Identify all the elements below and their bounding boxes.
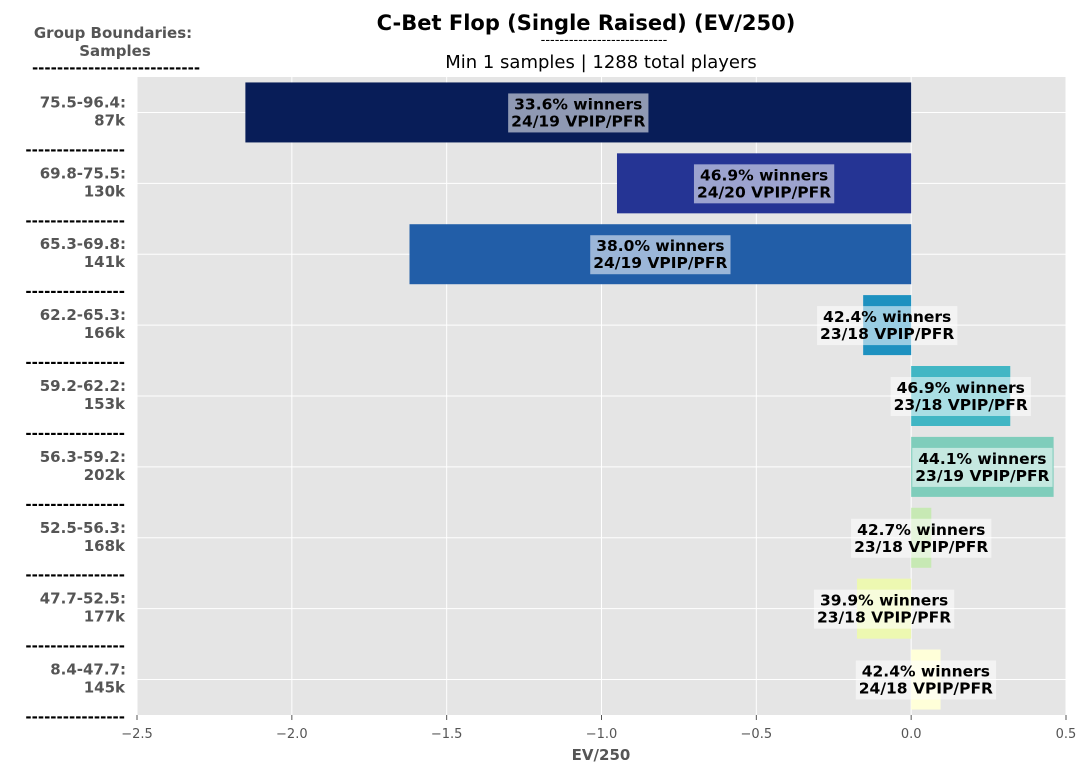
winners-label: 46.9% winners xyxy=(897,379,1025,397)
category-samples-label: 202k xyxy=(84,466,126,484)
y-axis-category-labels: 75.5-96.4:87k----------------69.8-75.5:1… xyxy=(25,93,126,726)
y-axis-title-underline: --------------------------- xyxy=(32,59,200,77)
x-tick-label: −2.0 xyxy=(276,727,308,742)
category-range-label: 65.3-69.8: xyxy=(40,235,126,253)
x-tick-label: −0.5 xyxy=(741,727,773,742)
category-range-label: 56.3-59.2: xyxy=(40,448,126,466)
chart-subtitle: Min 1 samples | 1288 total players xyxy=(445,52,757,73)
annotation-box xyxy=(851,518,992,558)
vpip-pfr-label: 24/18 VPIP/PFR xyxy=(859,680,993,698)
winners-label: 42.7% winners xyxy=(857,521,985,539)
category-range-label: 52.5-56.3: xyxy=(40,519,126,537)
category-separator: ---------------- xyxy=(25,708,125,726)
vpip-pfr-label: 24/19 VPIP/PFR xyxy=(593,254,727,272)
winners-label: 33.6% winners xyxy=(514,95,642,113)
x-axis-ticks: −2.5 −2.0 −1.5 −1.0 −0.5 0.0 0.5 xyxy=(121,715,1076,742)
winners-label: 42.4% winners xyxy=(862,663,990,681)
winners-label: 44.1% winners xyxy=(918,450,1046,468)
category-separator: ---------------- xyxy=(25,566,125,584)
vpip-pfr-label: 23/18 VPIP/PFR xyxy=(820,325,954,343)
annotation-box xyxy=(813,589,955,629)
category-samples-label: 141k xyxy=(84,253,126,271)
annotation-box xyxy=(855,660,997,700)
annotation-box xyxy=(693,164,835,204)
x-tick-label: 0.5 xyxy=(1056,727,1077,742)
category-separator: ---------------- xyxy=(25,212,125,230)
vpip-pfr-label: 24/20 VPIP/PFR xyxy=(697,183,831,201)
winners-label: 42.4% winners xyxy=(823,308,951,326)
category-separator: ---------------- xyxy=(25,495,125,513)
category-separator: ---------------- xyxy=(25,283,125,301)
annotation-box xyxy=(817,306,958,346)
category-range-label: 8.4-47.7: xyxy=(50,661,126,679)
category-samples-label: 177k xyxy=(84,608,126,626)
vpip-pfr-label: 23/19 VPIP/PFR xyxy=(915,467,1049,485)
winners-label: 46.9% winners xyxy=(700,166,828,184)
category-range-label: 59.2-62.2: xyxy=(40,377,126,395)
vpip-pfr-label: 24/19 VPIP/PFR xyxy=(511,112,645,130)
annotation-box xyxy=(508,93,649,133)
y-axis-subtitle: Samples xyxy=(79,42,151,60)
category-separator: ---------------- xyxy=(25,637,125,655)
annotation-box xyxy=(590,235,731,275)
category-range-label: 47.7-52.5: xyxy=(40,590,126,608)
category-separator: ---------------- xyxy=(25,354,125,372)
y-axis-title: Group Boundaries: xyxy=(34,24,192,42)
category-samples-label: 168k xyxy=(84,537,126,555)
category-samples-label: 145k xyxy=(84,679,126,697)
category-range-label: 69.8-75.5: xyxy=(40,164,126,182)
vpip-pfr-label: 23/18 VPIP/PFR xyxy=(817,609,951,627)
annotation-box xyxy=(912,447,1053,487)
category-samples-label: 130k xyxy=(84,182,126,200)
vpip-pfr-label: 23/18 VPIP/PFR xyxy=(854,538,988,556)
vpip-pfr-label: 23/18 VPIP/PFR xyxy=(894,396,1028,414)
x-tick-label: 0.0 xyxy=(901,727,922,742)
category-range-label: 75.5-96.4: xyxy=(40,93,126,111)
category-samples-label: 166k xyxy=(84,324,126,342)
x-tick-label: −1.5 xyxy=(431,727,463,742)
winners-label: 38.0% winners xyxy=(596,237,724,255)
title-underline: --------------------------- xyxy=(541,33,668,48)
x-tick-label: −1.0 xyxy=(586,727,618,742)
x-axis-label: EV/250 xyxy=(572,746,631,764)
annotation-box xyxy=(890,377,1031,416)
x-tick-label: −2.5 xyxy=(121,727,153,742)
category-samples-label: 153k xyxy=(84,395,126,413)
winners-label: 39.9% winners xyxy=(820,592,948,610)
category-samples-label: 87k xyxy=(94,111,126,129)
category-range-label: 62.2-65.3: xyxy=(40,306,126,324)
category-separator: ---------------- xyxy=(25,424,125,442)
chart-title: C-Bet Flop (Single Raised) (EV/250) xyxy=(377,11,796,35)
category-separator: ---------------- xyxy=(25,141,125,159)
